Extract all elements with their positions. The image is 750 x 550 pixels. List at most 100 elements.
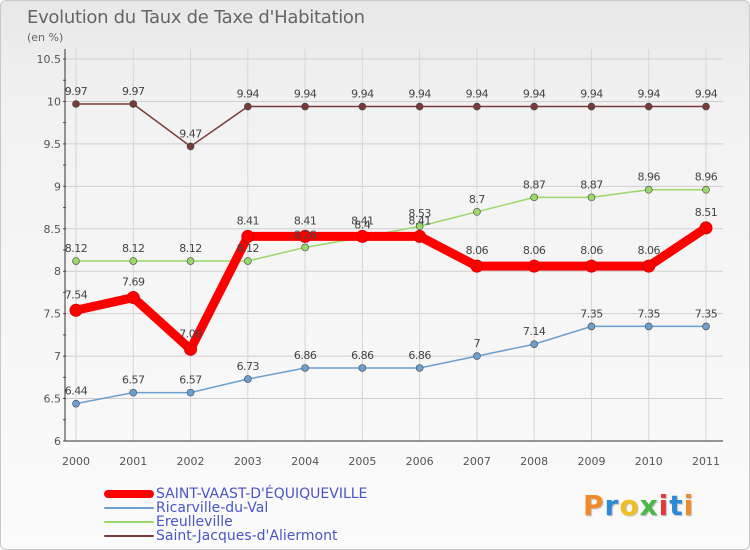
data-label: 6.57 [122,374,145,387]
y-tick-label: 8 [54,265,61,278]
series-line [75,103,707,148]
data-point [355,229,369,243]
data-point [473,208,481,216]
data-label: 8.87 [523,178,546,191]
x-tick-label: 2005 [348,455,376,468]
data-point [530,102,538,111]
data-point [72,399,80,408]
data-point [702,102,710,111]
y-tick-label: 6.5 [44,393,62,406]
data-label: 9.94 [294,88,317,101]
data-point [244,375,252,383]
data-label: 9.94 [523,88,546,101]
data-point [69,303,83,317]
data-point [473,102,481,111]
data-point [527,259,541,273]
data-point [72,100,80,108]
data-label: 7.35 [695,307,718,320]
data-label: 8.4 [354,218,370,231]
data-label: 8.41 [294,214,317,227]
data-label: 8.12 [65,242,88,255]
data-label: 9.94 [466,88,489,101]
y-tick-label: 7 [54,350,61,363]
data-label: 8.12 [122,242,145,255]
data-label: 8.7 [469,193,485,206]
data-label: 7 [474,337,481,350]
x-tick-label: 2003 [234,455,262,468]
legend-label: SAINT-VAAST-D'ÉQUIQUEVILLE [156,486,368,502]
legend-swatch [104,507,154,509]
data-label: 8.28 [294,228,317,241]
data-label: 9.94 [408,88,431,101]
series-line [71,223,711,354]
data-label: 8.12 [179,242,202,255]
data-label: 8.06 [580,244,603,257]
y-tick-label: 6 [54,435,61,448]
data-label: 8.51 [695,206,718,219]
data-label: 9.94 [637,88,660,101]
x-tick-label: 2001 [119,455,147,468]
data-point [244,102,252,111]
data-label: 7.69 [122,276,145,289]
data-label: 7.35 [637,307,660,320]
legend-swatch [104,521,154,523]
data-point [473,352,481,360]
data-point [415,102,424,111]
y-tick-label: 10 [47,95,61,108]
data-point [699,221,713,235]
data-point [644,102,653,111]
data-point [358,102,367,111]
data-point [298,229,312,243]
brand-letter: o [619,489,640,522]
data-point [702,185,710,194]
data-point [470,259,484,273]
data-label-layer: 7.54 7.69 7.08 8.41 8.41 8.41 8.41 8.06 8.06 8.06… [65,85,718,398]
data-label: 9.94 [237,88,260,101]
brand-letter: P [583,489,605,522]
legend-label: Ereulleville [156,514,233,530]
x-tick-label: 2010 [635,455,663,468]
data-point [129,388,138,397]
data-label: 9.97 [65,85,88,98]
x-tick-label: 2000 [62,455,90,468]
data-point [413,229,427,243]
data-point [530,340,538,349]
data-point [301,364,309,372]
grid-layer [65,49,723,442]
y-tick-label: 9.5 [44,138,62,151]
x-tick-label: 2008 [520,455,548,468]
chart-title: Evolution du Taux de Taxe d'Habitation [27,7,365,28]
data-label: 8.41 [351,214,374,227]
legend-swatch [104,535,154,537]
data-point [587,322,596,331]
brand-letter: r [604,489,620,522]
brand-letter: x [639,489,659,522]
data-point [244,257,252,265]
data-label: 8.06 [637,244,660,257]
x-tick-label: 2006 [406,455,434,468]
data-point [184,342,198,356]
data-point [584,259,598,273]
data-label: 8.87 [580,178,603,191]
data-label: 6.73 [237,360,260,373]
data-label: 8.96 [637,171,660,184]
legend-label: Saint-Jacques-d'Aliermont [156,528,338,544]
x-tick-label: 2007 [463,455,491,468]
y-tick-label: 9 [54,180,61,193]
data-label: 6.86 [294,349,317,362]
data-point [186,388,195,397]
data-label: 9.94 [580,88,603,101]
data-point [415,222,424,231]
data-point [241,229,255,243]
data-label: 9.47 [179,127,202,140]
data-label: 8.41 [237,214,260,227]
data-point [644,322,653,331]
data-label: 6.86 [351,349,374,362]
data-label: 7.35 [580,307,603,320]
data-point [702,322,710,331]
x-tick-label: 2011 [692,455,720,468]
data-label: 6.57 [179,374,202,387]
